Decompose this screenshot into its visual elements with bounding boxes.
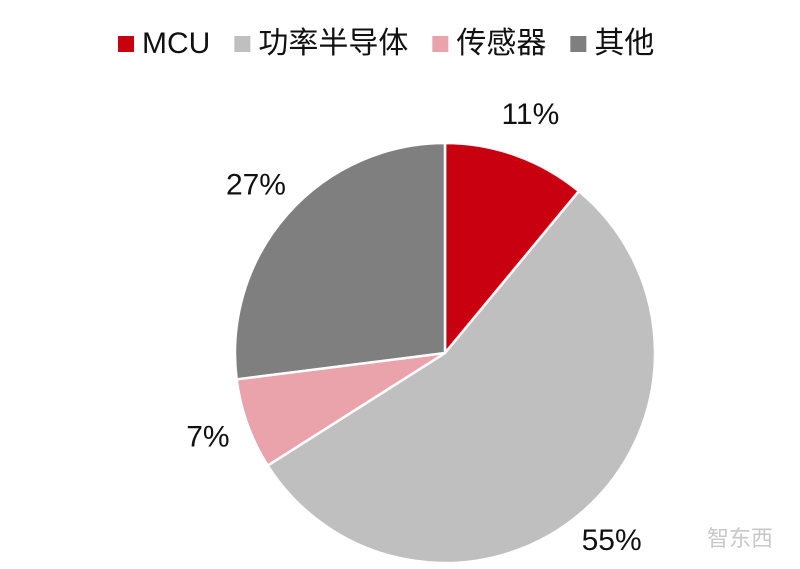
pie-slice [233,141,447,381]
legend-label: 传感器 [456,27,546,60]
data-label: 11% [501,98,559,131]
legend-label: 功率半导体 [258,27,408,60]
legend-label: 其他 [594,27,654,60]
pie-slice [443,141,581,357]
legend-label: MCU [142,27,210,60]
data-label: 7% [186,420,229,453]
pie-slice [265,189,657,565]
data-label: 55% [582,524,642,557]
legend-swatch [118,36,134,52]
data-label: 27% [226,168,286,201]
legend-swatch [570,36,587,52]
legend-swatch [234,36,251,52]
legend-swatch [432,36,449,52]
watermark: 智东西 [707,526,773,551]
